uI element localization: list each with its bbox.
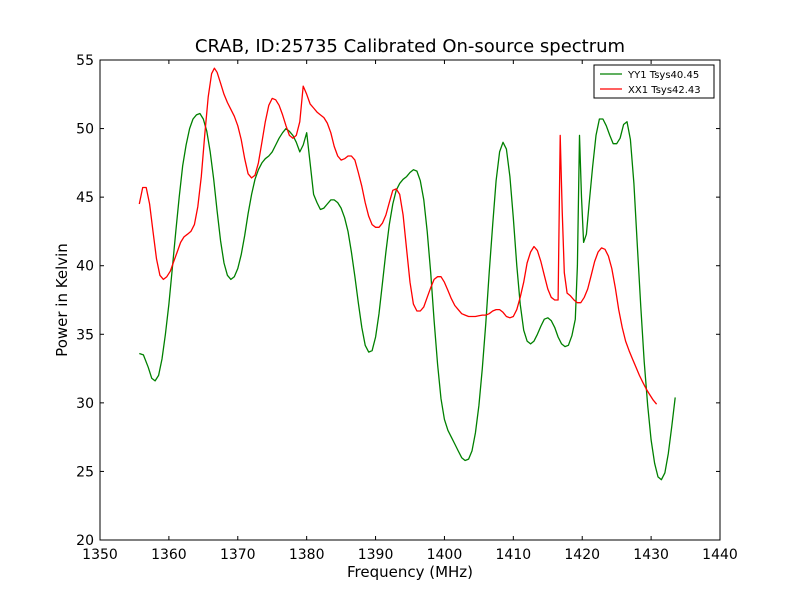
y-axis-label: Power in Kelvin (53, 243, 71, 357)
x-tick-label: 1360 (151, 547, 187, 563)
x-tick-label: 1430 (633, 547, 669, 563)
x-tick-label: 1380 (289, 547, 325, 563)
x-tick-label: 1440 (702, 547, 738, 563)
chart-title: CRAB, ID:25735 Calibrated On-source spec… (195, 36, 625, 57)
x-axis-label: Frequency (MHz) (347, 563, 473, 581)
y-tick-label: 35 (76, 327, 94, 343)
x-tick-label: 1350 (82, 547, 118, 563)
series-line-0 (139, 112, 676, 481)
x-tick-label: 1400 (427, 547, 463, 563)
x-tick-label: 1410 (496, 547, 532, 563)
x-tick-label: 1370 (220, 547, 256, 563)
y-tick-label: 20 (76, 533, 94, 549)
legend-label-yy1: YY1 Tsys40.45 (627, 70, 699, 81)
legend: YY1 Tsys40.45 XX1 Tsys42.43 (593, 64, 715, 99)
ticks-layer: 1350 1360 1370 1380 1390 1400 1410 1420 1430 1440… (76, 53, 738, 563)
y-tick-label: 45 (76, 190, 94, 206)
y-tick-label: 50 (76, 122, 94, 138)
plot-area: 1350 1360 1370 1380 1390 1400 1410 1420 1430 1440… (76, 53, 738, 563)
x-tick-label: 1390 (358, 547, 394, 563)
legend-label-xx1: XX1 Tsys42.43 (628, 85, 701, 96)
series-layer (138, 67, 676, 481)
y-tick-label: 55 (76, 53, 94, 69)
y-tick-label: 40 (76, 259, 94, 275)
legend-box (593, 64, 715, 99)
x-tick-label: 1420 (564, 547, 600, 563)
series-line-1 (138, 67, 658, 405)
y-tick-label: 30 (76, 396, 94, 412)
y-tick-label: 25 (76, 464, 94, 480)
plot-frame (99, 59, 721, 541)
